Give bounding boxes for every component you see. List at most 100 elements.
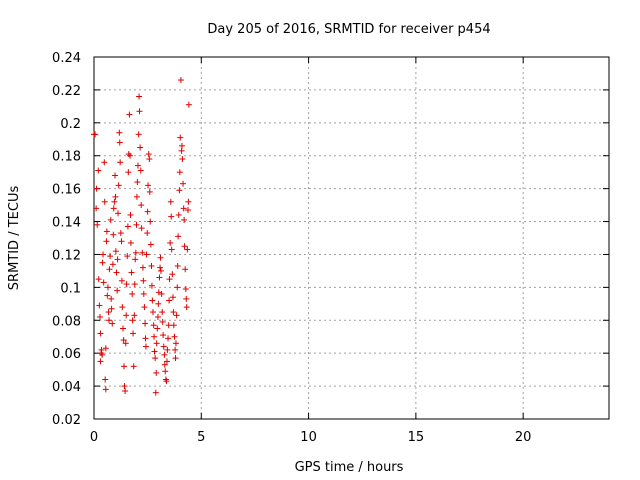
data-point [136, 108, 143, 115]
data-point [154, 313, 161, 320]
data-point [173, 312, 180, 319]
data-point [117, 230, 124, 237]
data-point [109, 320, 116, 327]
y-tick-label: 0.22 [52, 84, 81, 99]
data-point [99, 259, 106, 266]
data-point [123, 281, 130, 288]
data-point [107, 253, 114, 260]
data-point [122, 388, 129, 395]
data-point [97, 358, 104, 365]
data-point [119, 304, 126, 311]
data-point [100, 251, 107, 258]
data-point [147, 218, 154, 225]
data-point [158, 290, 165, 297]
x-tick-label: 0 [90, 430, 98, 445]
data-point [119, 325, 126, 332]
gridlines [94, 57, 609, 419]
data-point [159, 318, 166, 325]
y-tick-label: 0.02 [52, 413, 81, 428]
data-point [114, 287, 121, 294]
data-point [97, 330, 104, 337]
data-point [181, 243, 188, 250]
data-point [169, 271, 176, 278]
data-point [95, 276, 102, 283]
chart-title: Day 205 of 2016, SRMTID for receiver p45… [207, 22, 490, 37]
data-point [112, 193, 119, 200]
y-tick-label: 0.18 [52, 150, 81, 165]
data-point [138, 225, 145, 232]
data-point [141, 304, 148, 311]
y-tick-label: 0.14 [52, 216, 81, 231]
data-point [179, 156, 186, 163]
y-tick-label: 0.1 [60, 281, 81, 296]
data-point [93, 185, 100, 192]
data-point [150, 322, 157, 329]
data-point [136, 93, 143, 100]
data-point [175, 233, 182, 240]
data-point [106, 266, 113, 273]
data-point [102, 376, 109, 383]
data-point [127, 211, 134, 218]
data-point [145, 151, 152, 158]
data-point [103, 228, 110, 235]
data-point [96, 302, 103, 309]
data-point [114, 256, 121, 263]
data-point [137, 144, 144, 151]
data-point [164, 346, 171, 353]
data-point [143, 251, 150, 258]
data-point [180, 205, 187, 212]
y-tick-label: 0.04 [52, 380, 81, 395]
data-point [118, 277, 125, 284]
data-point [126, 111, 133, 118]
data-point [129, 290, 136, 297]
data-point [157, 254, 164, 261]
data-point [101, 159, 108, 166]
data-point [170, 309, 177, 316]
data-point [150, 309, 157, 316]
y-tick-label: 0.08 [52, 314, 81, 329]
data-point [178, 142, 185, 149]
data-point [172, 355, 179, 362]
data-point [127, 152, 134, 159]
data-point [184, 246, 191, 253]
data-point [154, 325, 161, 332]
data-point [121, 383, 128, 390]
data-point [151, 333, 158, 340]
data-point [169, 294, 176, 301]
data-point [172, 346, 179, 353]
data-point [181, 216, 188, 223]
data-point [156, 274, 163, 281]
data-point [162, 368, 169, 375]
data-point [130, 363, 137, 370]
x-axis-label: GPS time / hours [295, 460, 404, 475]
data-point [147, 241, 154, 248]
data-point [103, 238, 110, 245]
data-point [118, 238, 125, 245]
y-tick-label: 0.06 [52, 347, 81, 362]
data-point [148, 262, 155, 269]
data-point [113, 269, 120, 276]
data-point [132, 256, 139, 263]
data-point [177, 77, 184, 84]
data-point [116, 139, 123, 146]
axis-ticks [93, 56, 609, 420]
data-point [116, 129, 123, 136]
data-point [172, 340, 179, 347]
data-point [131, 281, 138, 288]
data-point [177, 134, 184, 141]
data-point [92, 131, 99, 138]
data-point [110, 231, 117, 238]
data-point [115, 210, 122, 217]
data-point [142, 320, 149, 327]
data-point [140, 290, 147, 297]
data-point [94, 221, 101, 228]
data-point [168, 246, 175, 253]
data-point [183, 304, 190, 311]
data-point [133, 193, 140, 200]
data-point [108, 295, 115, 302]
axis-tick-labels: 0.02 0.04 0.06 0.08 0.1 0.12 0.14 0.16 0.18 0.2 0.… [52, 51, 531, 445]
data-point [139, 249, 146, 256]
data-point [184, 207, 191, 214]
data-point [176, 169, 183, 176]
data-point [146, 188, 153, 195]
